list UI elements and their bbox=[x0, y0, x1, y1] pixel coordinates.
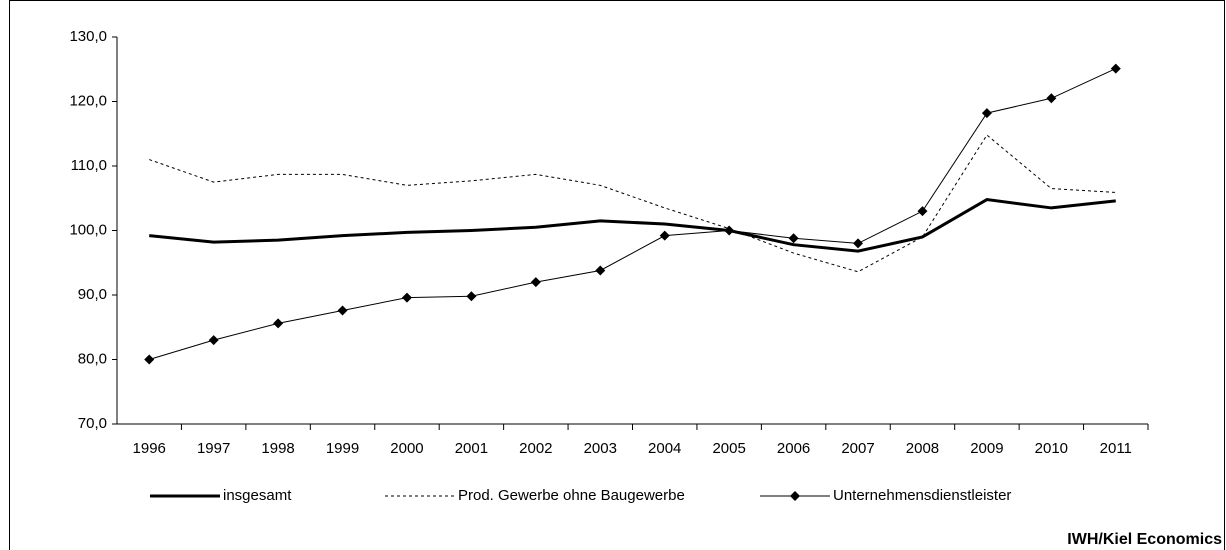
point-marker bbox=[144, 354, 155, 365]
point-marker bbox=[981, 108, 992, 119]
source-label: IWH/Kiel Economics bbox=[1067, 531, 1222, 548]
y-tick-label: 80,0 bbox=[78, 350, 107, 367]
series-line bbox=[149, 68, 1116, 360]
x-tick-label: 2007 bbox=[841, 440, 874, 457]
point-marker bbox=[1110, 63, 1121, 74]
x-tick-label: 1999 bbox=[326, 440, 359, 457]
point-marker bbox=[659, 230, 670, 241]
x-tick-label: 2011 bbox=[1100, 440, 1132, 457]
point-marker bbox=[595, 265, 606, 276]
point-marker bbox=[724, 225, 735, 236]
point-marker bbox=[337, 305, 348, 316]
point-marker bbox=[273, 318, 284, 329]
y-tick-label: 120,0 bbox=[69, 92, 107, 109]
y-tick-label: 100,0 bbox=[69, 221, 107, 238]
point-marker bbox=[1046, 93, 1057, 104]
x-tick-label: 2005 bbox=[712, 440, 745, 457]
x-tick-label: 2003 bbox=[584, 440, 617, 457]
chart-frame bbox=[9, 0, 1225, 550]
legend-marker bbox=[790, 491, 800, 501]
y-tick-label: 130,0 bbox=[69, 28, 107, 45]
x-tick-label: 2001 bbox=[455, 440, 488, 457]
point-marker bbox=[401, 292, 412, 303]
x-tick-label: 2004 bbox=[648, 440, 681, 457]
x-tick-label: 1997 bbox=[197, 440, 230, 457]
point-marker bbox=[853, 238, 864, 249]
y-tick-label: 110,0 bbox=[71, 157, 107, 174]
point-marker bbox=[917, 206, 928, 217]
series-line bbox=[149, 134, 1116, 273]
y-tick-label: 70,0 bbox=[78, 415, 107, 432]
x-tick-label: 2009 bbox=[970, 440, 1003, 457]
x-tick-label: 2000 bbox=[390, 440, 423, 457]
y-tick-label: 90,0 bbox=[78, 286, 107, 303]
legend-label: insgesamt bbox=[223, 487, 292, 504]
x-tick-label: 1998 bbox=[261, 440, 294, 457]
point-marker bbox=[466, 291, 477, 302]
series-line bbox=[149, 197, 1116, 253]
point-marker bbox=[788, 233, 799, 244]
legend-label: Prod. Gewerbe ohne Baugewerbe bbox=[458, 487, 685, 504]
x-tick-label: 2010 bbox=[1035, 440, 1068, 457]
legend-label: Unternehmensdienstleister bbox=[833, 487, 1011, 504]
point-marker bbox=[530, 277, 541, 288]
point-marker bbox=[208, 335, 219, 346]
x-tick-label: 1996 bbox=[133, 440, 166, 457]
x-tick-label: 2002 bbox=[519, 440, 552, 457]
x-tick-label: 2008 bbox=[906, 440, 939, 457]
x-tick-label: 2006 bbox=[777, 440, 810, 457]
